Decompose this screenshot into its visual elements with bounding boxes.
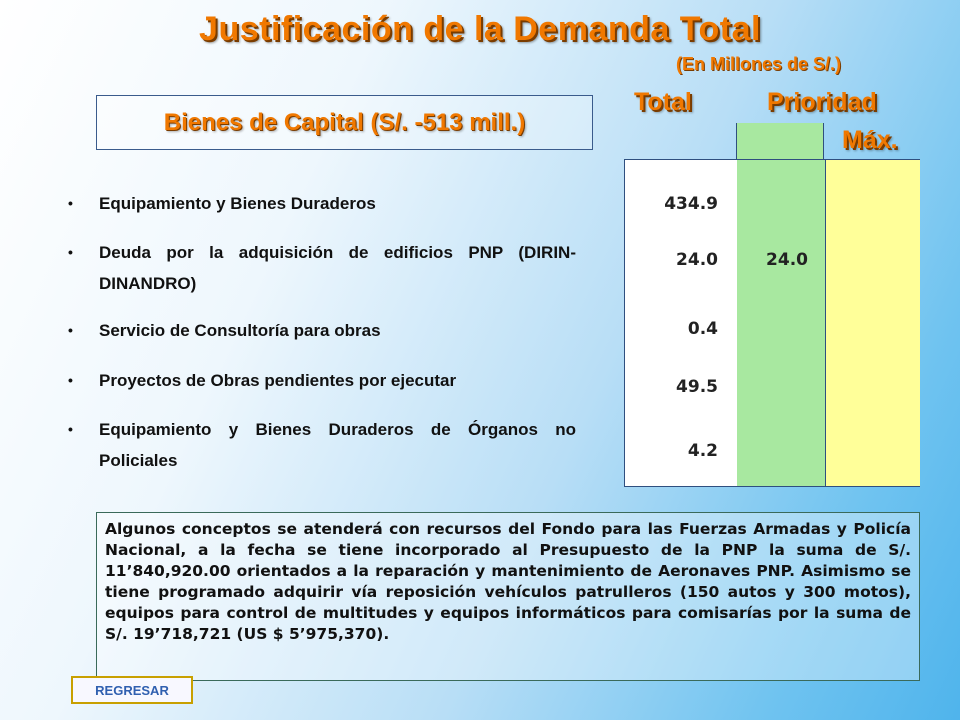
list-item: • Servicio de Consultoría para obras [68, 315, 576, 346]
list-item: • Equipamiento y Bienes Duraderos [68, 188, 576, 219]
column-header-maxima: Máx. [842, 126, 898, 154]
list-item-text: Servicio de Consultoría para obras [99, 321, 381, 340]
note-box: Algunos conceptos se atenderá con recurs… [96, 512, 920, 681]
list-item-text: Deuda por la adquisición de edificios PN… [99, 243, 576, 293]
column-header-total: Total [634, 88, 692, 116]
list-item-text: Equipamiento y Bienes Duraderos de Órgan… [99, 420, 576, 470]
bullet-icon: • [68, 372, 73, 388]
list-item: • Deuda por la adquisición de edificios … [68, 237, 576, 299]
page-subtitle: (En Millones de S/.) [676, 54, 842, 74]
section-title-box: Bienes de Capital (S/. -513 mill.) [96, 95, 593, 150]
values-table [624, 159, 920, 487]
list-item-text: Equipamiento y Bienes Duraderos [99, 194, 376, 213]
bullet-icon: • [68, 322, 73, 338]
page-title: Justificación de la Demanda Total [199, 10, 761, 48]
list-item: • Proyectos de Obras pendientes por ejec… [68, 365, 576, 396]
column-header-prioridad: Prioridad [767, 88, 877, 116]
total-value: 49.5 [676, 377, 718, 397]
note-text: Algunos conceptos se atenderá con recurs… [105, 520, 911, 643]
bullet-icon: • [68, 421, 73, 437]
section-title: Bienes de Capital (S/. -513 mill.) [163, 108, 526, 136]
total-value: 24.0 [676, 250, 718, 270]
list-item: • Equipamiento y Bienes Duraderos de Órg… [68, 414, 576, 476]
prioridad-value: 24.0 [766, 250, 808, 270]
total-column [625, 160, 738, 486]
prioridad-header-cell [736, 123, 824, 159]
total-value: 0.4 [687, 319, 718, 339]
total-value: 4.2 [687, 441, 718, 461]
back-button[interactable]: REGRESAR [71, 676, 193, 704]
bullet-icon: • [68, 195, 73, 211]
bullet-icon: • [68, 244, 73, 260]
prioridad-column [737, 160, 826, 486]
list-item-text: Proyectos de Obras pendientes por ejecut… [99, 371, 457, 390]
maxima-column [826, 160, 920, 486]
total-value: 434.9 [664, 194, 718, 214]
